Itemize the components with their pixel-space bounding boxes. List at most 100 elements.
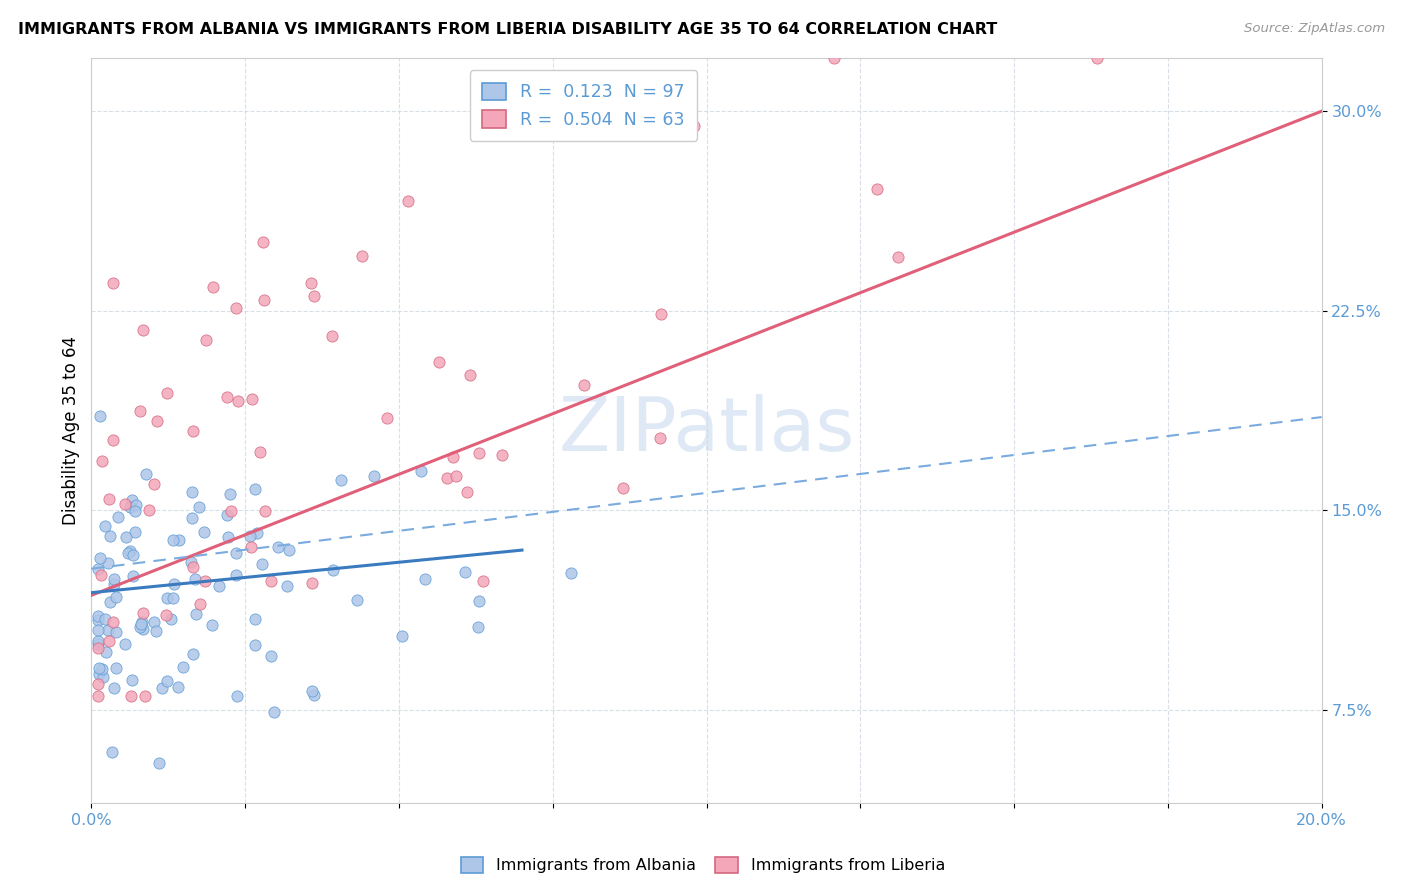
Point — [155, 607, 177, 622]
Point — [218, 487, 240, 501]
Point — [254, 504, 277, 518]
Point — [97, 624, 120, 638]
Point — [887, 250, 910, 264]
Point — [129, 404, 152, 418]
Point — [143, 477, 166, 491]
Point — [301, 684, 323, 698]
Point — [86, 677, 108, 691]
Point — [225, 567, 247, 582]
Point — [574, 378, 596, 392]
Point — [249, 445, 271, 459]
Point — [436, 471, 458, 485]
Legend: R =  0.123  N = 97, R =  0.504  N = 63: R = 0.123 N = 97, R = 0.504 N = 63 — [470, 70, 697, 141]
Point — [188, 598, 211, 612]
Point — [148, 756, 170, 770]
Point — [208, 579, 231, 593]
Y-axis label: Disability Age 35 to 64: Disability Age 35 to 64 — [62, 336, 80, 524]
Point — [86, 633, 108, 648]
Point — [107, 509, 129, 524]
Point — [181, 484, 204, 499]
Point — [194, 334, 217, 348]
Point — [253, 293, 276, 307]
Point — [135, 467, 157, 481]
Point — [160, 612, 183, 626]
Point — [243, 639, 266, 653]
Point — [181, 647, 204, 661]
Point — [441, 450, 464, 465]
Point — [103, 576, 125, 591]
Point — [86, 613, 108, 627]
Text: ZIPatlas: ZIPatlas — [558, 394, 855, 467]
Point — [162, 591, 184, 605]
Point — [134, 690, 156, 704]
Point — [172, 660, 194, 674]
Point — [121, 492, 143, 507]
Point — [246, 525, 269, 540]
Point — [375, 411, 398, 425]
Point — [104, 590, 127, 604]
Point — [156, 591, 179, 605]
Point — [321, 328, 343, 343]
Point — [396, 194, 419, 208]
Point — [278, 542, 301, 557]
Point — [114, 637, 136, 651]
Point — [98, 594, 121, 608]
Legend: Immigrants from Albania, Immigrants from Liberia: Immigrants from Albania, Immigrants from… — [454, 850, 952, 880]
Point — [612, 481, 634, 495]
Point — [91, 670, 114, 684]
Point — [650, 307, 672, 321]
Point — [118, 544, 141, 558]
Point — [301, 276, 323, 290]
Point — [650, 432, 672, 446]
Point — [98, 491, 121, 506]
Point — [183, 424, 205, 438]
Point — [87, 661, 110, 675]
Point — [143, 615, 166, 629]
Point — [491, 448, 513, 462]
Point — [121, 673, 143, 688]
Point — [124, 504, 146, 518]
Point — [125, 498, 148, 512]
Point — [86, 624, 108, 638]
Point — [129, 620, 152, 634]
Point — [156, 386, 179, 401]
Point — [94, 645, 117, 659]
Point — [471, 574, 494, 589]
Point — [117, 546, 139, 560]
Point — [150, 681, 173, 696]
Point — [87, 641, 110, 656]
Point — [263, 705, 285, 719]
Point — [260, 649, 283, 664]
Point — [276, 579, 298, 593]
Point — [86, 609, 108, 624]
Point — [103, 573, 125, 587]
Point — [138, 503, 160, 517]
Point — [105, 624, 128, 639]
Point — [114, 497, 136, 511]
Point — [115, 530, 138, 544]
Point — [467, 620, 489, 634]
Point — [145, 624, 167, 638]
Point — [409, 464, 432, 478]
Point — [217, 530, 239, 544]
Point — [89, 551, 111, 566]
Point — [243, 482, 266, 496]
Point — [89, 409, 111, 424]
Point — [131, 615, 153, 629]
Point — [219, 504, 242, 518]
Point — [87, 636, 110, 650]
Point — [132, 323, 155, 337]
Point — [225, 301, 247, 315]
Point — [260, 574, 283, 588]
Point — [560, 566, 582, 581]
Point — [97, 557, 120, 571]
Point — [363, 469, 385, 483]
Point — [87, 666, 110, 681]
Point — [444, 469, 467, 483]
Point — [131, 606, 153, 620]
Point — [90, 662, 112, 676]
Point — [103, 434, 125, 448]
Point — [468, 446, 491, 460]
Point — [226, 393, 249, 408]
Point — [302, 688, 325, 702]
